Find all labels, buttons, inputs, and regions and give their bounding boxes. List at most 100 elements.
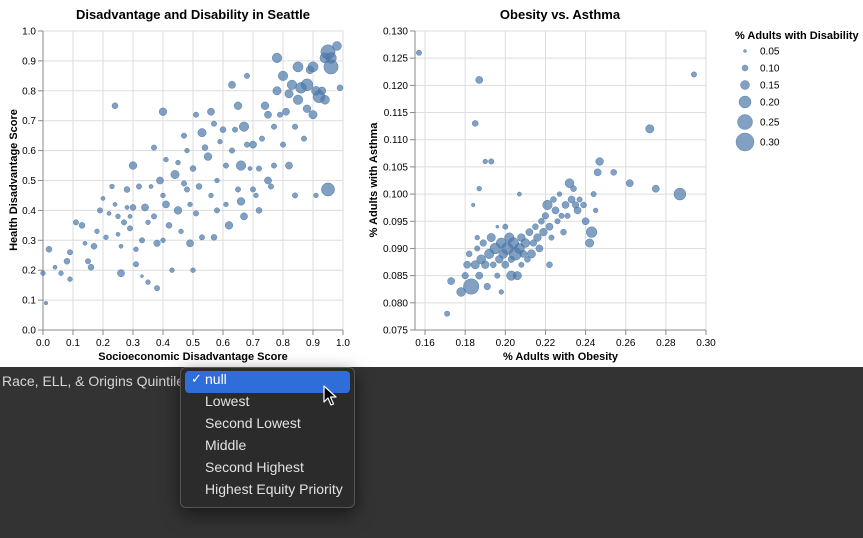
chart-2: 0.16 0.18 0.20 0.22 0.24 0.26 0.28 0.30 0.075 0.0…: [368, 7, 860, 363]
data-point: [175, 159, 181, 166]
data-point: [561, 201, 570, 209]
data-point: [94, 228, 100, 234]
data-point: [208, 192, 214, 199]
x-tick-label: 0.2: [96, 338, 110, 349]
data-point: [235, 160, 247, 171]
legend-symbol: [738, 95, 752, 109]
option-lowest[interactable]: Lowest: [185, 393, 350, 415]
data-point: [219, 126, 227, 133]
x-tick-label: 0.4: [156, 338, 170, 349]
data-point: [535, 244, 544, 253]
data-point: [325, 52, 337, 64]
data-point: [255, 207, 263, 214]
data-point: [313, 192, 319, 199]
data-point: [223, 162, 229, 169]
option-second-highest[interactable]: Second Highest: [185, 459, 350, 481]
data-point: [199, 234, 205, 241]
option-null[interactable]: ✓ null: [185, 371, 350, 393]
option-middle[interactable]: Middle: [185, 437, 350, 459]
data-point: [52, 264, 58, 270]
vega-canvas: 0.0 0.1 0.2 0.3 0.4 0.5 0.6 0.7 0.8 0.9 1.0 0.0 0.1 0…: [0, 0, 863, 367]
data-point: [463, 278, 480, 295]
data-point: [518, 261, 525, 268]
data-point: [162, 200, 170, 209]
parameter-binding-row: Race, ELL, & Origins Quintile: [0, 368, 863, 396]
data-point: [576, 196, 583, 203]
data-point: [247, 166, 253, 171]
x-tick-label: 0.16: [415, 338, 435, 349]
data-point: [556, 191, 563, 197]
data-point: [173, 206, 183, 215]
data-point: [190, 267, 196, 273]
data-point: [317, 86, 327, 95]
data-point: [268, 183, 274, 190]
data-point: [201, 144, 209, 151]
data-point: [203, 152, 213, 161]
data-point: [539, 228, 548, 237]
data-point: [100, 196, 106, 201]
data-point: [551, 206, 560, 215]
legend-label: 0.05: [760, 47, 780, 58]
data-point: [590, 191, 597, 198]
data-point: [332, 41, 342, 51]
data-point: [90, 243, 98, 250]
data-point: [277, 70, 289, 81]
data-point: [160, 192, 166, 199]
data-point: [529, 239, 537, 247]
data-point: [292, 94, 304, 105]
option-label: null: [205, 371, 227, 387]
data-point: [502, 223, 509, 230]
data-point: [610, 169, 617, 176]
data-point: [564, 178, 575, 188]
data-point: [490, 261, 497, 268]
data-point: [474, 245, 481, 252]
data-point: [250, 186, 256, 193]
data-point: [286, 79, 298, 90]
data-point: [554, 218, 561, 225]
option-second-lowest[interactable]: Second Lowest: [185, 415, 350, 437]
data-point: [193, 111, 199, 118]
data-point: [232, 126, 238, 133]
legend-symbol: [740, 80, 750, 90]
data-point: [228, 80, 236, 89]
data-point: [240, 212, 248, 221]
data-point: [186, 239, 194, 248]
data-point: [259, 135, 265, 142]
option-label: Highest Equity Priority: [205, 481, 343, 497]
chart-title: Disadvantage and Disability in Seattle: [76, 7, 310, 22]
legend-label: 0.10: [760, 64, 780, 75]
data-point: [625, 179, 634, 188]
data-point: [479, 239, 487, 247]
y-tick-label: 0.2: [22, 266, 36, 277]
data-point: [45, 246, 53, 253]
data-point: [533, 233, 542, 242]
data-point: [285, 161, 293, 170]
y-tick-label: 0.7: [22, 116, 36, 127]
data-point: [673, 187, 687, 201]
option-label: Second Lowest: [205, 415, 301, 431]
data-point: [277, 111, 283, 118]
data-point: [165, 222, 173, 229]
data-point: [475, 76, 484, 84]
data-point: [214, 177, 220, 184]
data-point: [461, 272, 469, 280]
y-tick-label: 0.110: [384, 135, 409, 146]
data-point: [233, 101, 243, 110]
x-tick-label: 0.20: [496, 338, 516, 349]
data-point: [207, 107, 215, 116]
x-tick-label: 0.8: [276, 338, 290, 349]
x-axis-title: % Adults with Obesity: [503, 351, 619, 363]
data-point: [148, 184, 154, 189]
data-point: [307, 61, 319, 73]
data-point: [483, 282, 491, 291]
option-highest-equity-priority[interactable]: Highest Equity Priority: [185, 481, 350, 503]
data-point: [151, 144, 157, 151]
data-point: [488, 158, 495, 165]
data-point: [506, 270, 517, 281]
data-point: [264, 176, 272, 185]
x-tick-label: 0.9: [306, 338, 320, 349]
data-point: [292, 123, 298, 130]
x-tick-label: 0.1: [66, 338, 80, 349]
data-point: [474, 234, 480, 241]
option-label: Lowest: [205, 393, 250, 409]
